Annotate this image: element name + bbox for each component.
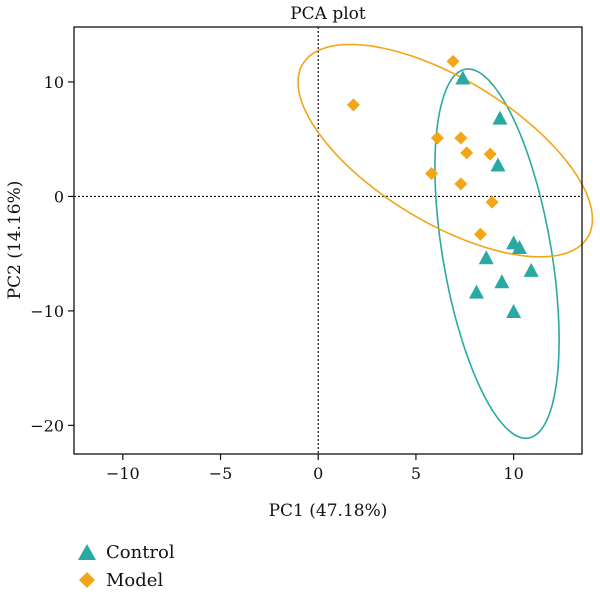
x-tick-label: 0 bbox=[313, 464, 323, 483]
legend-item-model: Model bbox=[74, 566, 175, 594]
triangle-marker-icon bbox=[78, 544, 96, 560]
y-tick-label: 10 bbox=[44, 73, 64, 92]
y-tick-label: −10 bbox=[30, 302, 64, 321]
control-point bbox=[455, 70, 471, 85]
plot-frame bbox=[73, 26, 583, 455]
y-tick-label: −20 bbox=[30, 416, 64, 435]
control-point bbox=[492, 110, 508, 125]
y-axis-title: PC2 (14.16%) bbox=[5, 181, 25, 300]
legend: Control Model bbox=[74, 538, 175, 594]
x-tick-label: 5 bbox=[411, 464, 421, 483]
model-point bbox=[346, 98, 360, 112]
control-point bbox=[478, 250, 494, 265]
control-point bbox=[511, 239, 527, 254]
control-point bbox=[468, 284, 484, 299]
model-point bbox=[485, 195, 499, 209]
diamond-marker-icon bbox=[79, 572, 95, 588]
model-point bbox=[473, 227, 487, 241]
model-point bbox=[425, 167, 439, 181]
x-tick-label: −5 bbox=[209, 464, 233, 483]
model-point bbox=[460, 146, 474, 160]
model-point bbox=[483, 147, 497, 161]
model-point bbox=[446, 54, 460, 68]
control-confidence-ellipse bbox=[434, 68, 560, 440]
control-point bbox=[523, 262, 539, 277]
pca-scatter-plot: PCA plot −10 −5 0 5 10 −20 −10 0 10 PC1 (47.18%… bbox=[5, 4, 594, 521]
model-confidence-ellipse bbox=[297, 43, 594, 258]
control-point bbox=[494, 274, 510, 289]
x-tick-label: −10 bbox=[106, 464, 140, 483]
legend-label-control: Control bbox=[106, 541, 175, 563]
control-point bbox=[506, 304, 522, 319]
chart-title: PCA plot bbox=[290, 4, 366, 24]
model-point bbox=[454, 131, 468, 145]
model-point bbox=[430, 131, 444, 145]
x-tick-label: 10 bbox=[503, 464, 523, 483]
control-point bbox=[490, 157, 506, 172]
x-axis-title: PC1 (47.18%) bbox=[269, 501, 388, 521]
model-point bbox=[454, 177, 468, 191]
legend-item-control: Control bbox=[74, 538, 175, 566]
legend-label-model: Model bbox=[106, 569, 164, 591]
y-tick-label: 0 bbox=[54, 187, 64, 206]
